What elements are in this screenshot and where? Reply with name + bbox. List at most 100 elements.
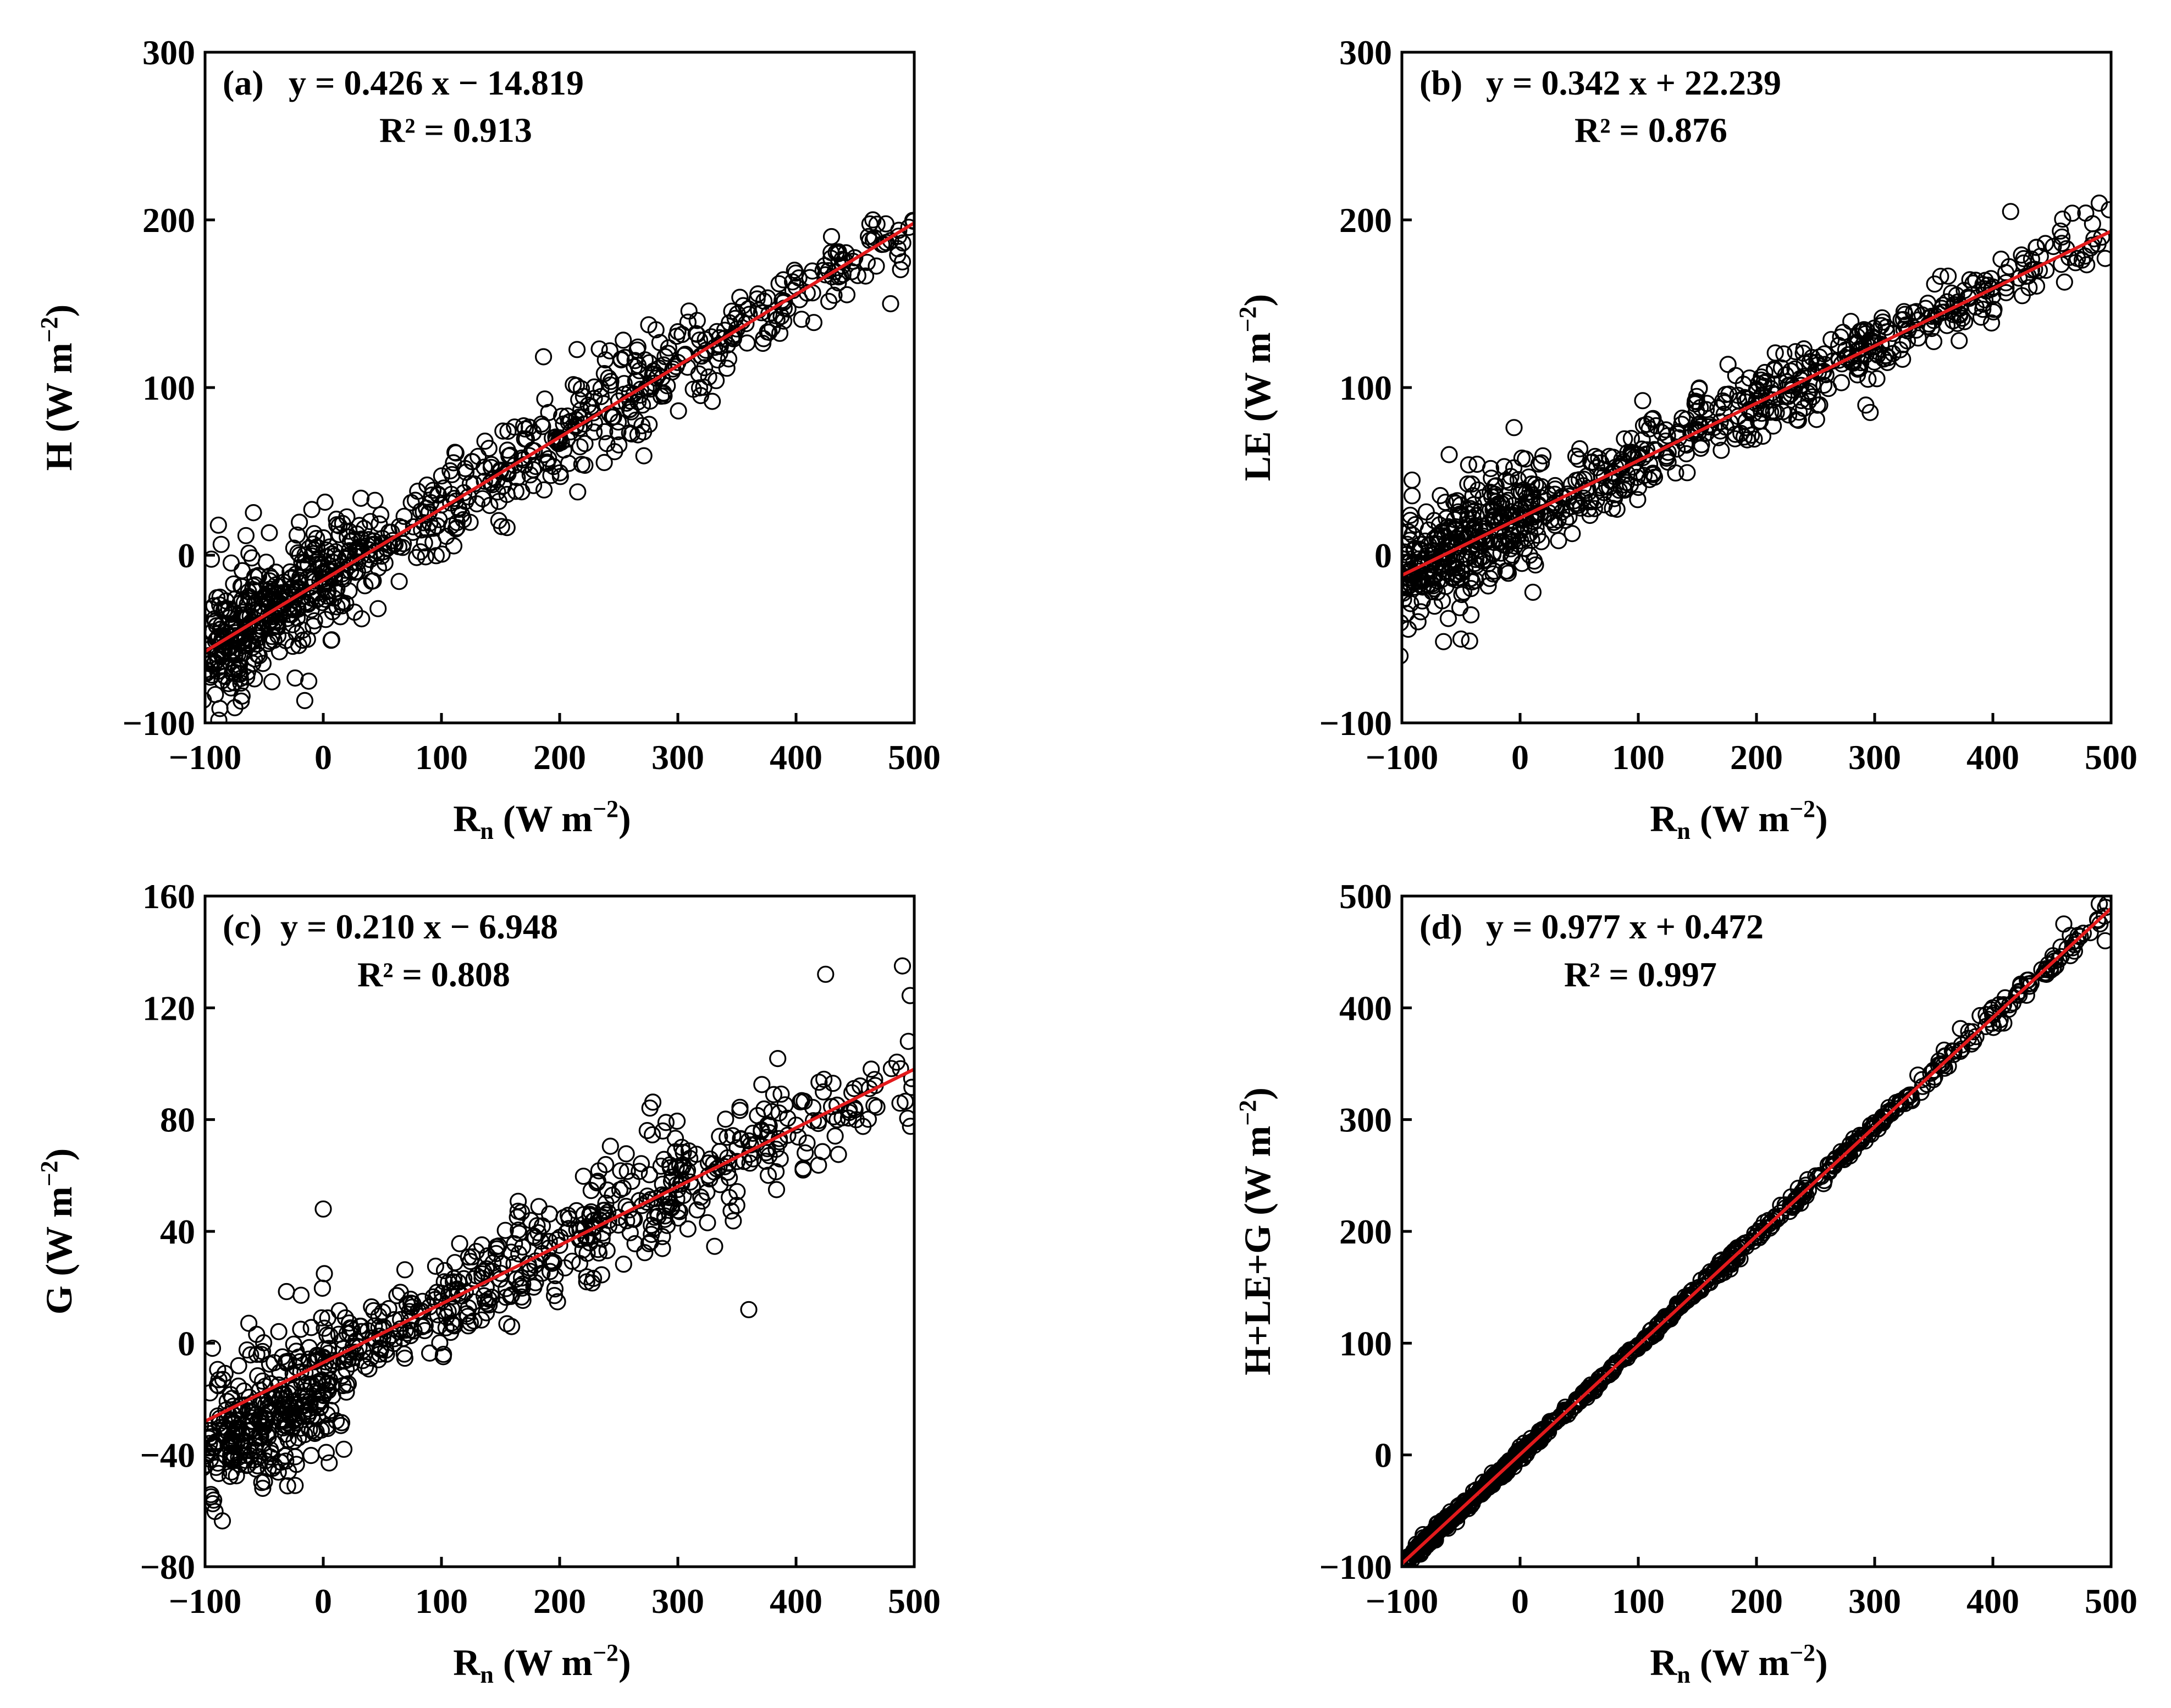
- data-point: [469, 447, 487, 465]
- data-point: [335, 570, 352, 588]
- data-point: [787, 264, 805, 282]
- data-point: [496, 1221, 514, 1239]
- data-point: [316, 1265, 333, 1283]
- data-point: [858, 253, 876, 271]
- data-point: [899, 1109, 914, 1127]
- data-point: [668, 1112, 686, 1130]
- data-point: [270, 643, 288, 661]
- data-point: [1466, 555, 1484, 572]
- data-point: [267, 563, 285, 581]
- data-point: [296, 546, 314, 563]
- data-point: [421, 1344, 439, 1362]
- data-point: [1737, 412, 1755, 430]
- data-point: [815, 1070, 833, 1088]
- data-point: [1535, 1427, 1553, 1445]
- data-point: [306, 612, 323, 629]
- data-point: [291, 572, 308, 589]
- data-point: [285, 1335, 302, 1353]
- panel-d-x-axis-title: Rn (W m−2): [1650, 1639, 1827, 1688]
- data-point: [1502, 549, 1520, 566]
- data-point: [1518, 489, 1535, 507]
- data-point: [450, 500, 468, 518]
- data-point: [1717, 385, 1734, 403]
- data-point: [1434, 545, 1452, 562]
- data-point: [815, 1083, 832, 1101]
- data-point: [221, 1468, 239, 1485]
- data-point: [593, 1230, 611, 1248]
- data-point: [494, 422, 512, 440]
- data-point: [255, 1418, 273, 1436]
- data-point: [1499, 491, 1517, 509]
- data-point: [303, 501, 321, 518]
- data-point: [838, 286, 856, 303]
- data-point: [366, 491, 384, 509]
- data-point: [265, 632, 283, 649]
- data-point: [2063, 204, 2081, 222]
- panel-b-equation: y = 0.342 x + 22.239: [1486, 63, 1781, 102]
- data-point: [1604, 500, 1621, 517]
- data-point: [629, 426, 647, 444]
- data-point: [424, 1288, 442, 1306]
- data-point: [549, 1293, 566, 1311]
- data-point: [1452, 570, 1470, 588]
- data-point: [417, 548, 434, 566]
- data-point: [882, 1060, 901, 1077]
- panel-b-r2: R² = 0.876: [1575, 110, 1727, 150]
- data-point: [849, 267, 866, 284]
- data-point: [763, 319, 781, 337]
- data-point: [1688, 402, 1705, 420]
- data-point: [246, 568, 263, 585]
- data-point: [243, 549, 261, 567]
- data-point: [1925, 333, 1943, 350]
- x-tick-label: 100: [1612, 738, 1665, 777]
- data-point: [1456, 561, 1474, 578]
- data-point: [1782, 1196, 1800, 1213]
- data-point: [1471, 550, 1488, 567]
- y-tick-label: −40: [140, 1436, 195, 1475]
- data-point: [551, 429, 568, 447]
- data-point: [230, 1456, 248, 1473]
- data-point: [290, 513, 308, 531]
- data-point: [1462, 570, 1479, 588]
- y-tick-label: 40: [160, 1212, 195, 1251]
- data-point: [1848, 333, 1865, 351]
- data-point: [1511, 521, 1529, 539]
- y-tick-label: 160: [142, 877, 195, 916]
- data-point: [457, 463, 475, 481]
- data-point: [216, 1425, 233, 1442]
- data-point: [640, 416, 658, 433]
- data-point: [804, 1112, 822, 1130]
- data-point: [1644, 466, 1662, 483]
- data-point: [261, 1355, 279, 1373]
- data-point: [1882, 1101, 1900, 1119]
- data-point: [598, 1242, 616, 1259]
- data-point: [701, 1151, 719, 1168]
- data-point: [601, 376, 619, 394]
- data-point: [480, 1296, 498, 1314]
- data-point: [1673, 416, 1691, 433]
- data-point: [1616, 430, 1633, 447]
- data-point: [1428, 530, 1446, 548]
- data-point: [1523, 1436, 1540, 1453]
- data-point: [731, 1102, 749, 1119]
- data-point: [1794, 344, 1812, 362]
- data-point: [303, 589, 321, 607]
- data-point: [220, 600, 237, 618]
- x-tick-label: 300: [1848, 738, 1901, 777]
- data-point: [444, 1316, 462, 1334]
- data-point: [1859, 371, 1877, 388]
- data-point: [292, 1286, 310, 1304]
- data-point: [1479, 577, 1497, 595]
- data-point: [300, 672, 318, 690]
- data-point: [230, 1357, 247, 1374]
- panel-c-x-axis-title: Rn (W m−2): [453, 1639, 631, 1688]
- data-point: [275, 1416, 293, 1434]
- data-point: [1945, 297, 1963, 316]
- data-point: [722, 1202, 740, 1220]
- panel-a-r2: R² = 0.913: [379, 110, 532, 150]
- panel-d: −100 0 100 200 300 400 500 −100 0 100 200 300 400 500…: [1234, 877, 2137, 1688]
- data-point: [206, 612, 224, 631]
- data-point: [865, 1097, 883, 1114]
- data-point: [1567, 447, 1585, 465]
- data-point: [1814, 363, 1831, 381]
